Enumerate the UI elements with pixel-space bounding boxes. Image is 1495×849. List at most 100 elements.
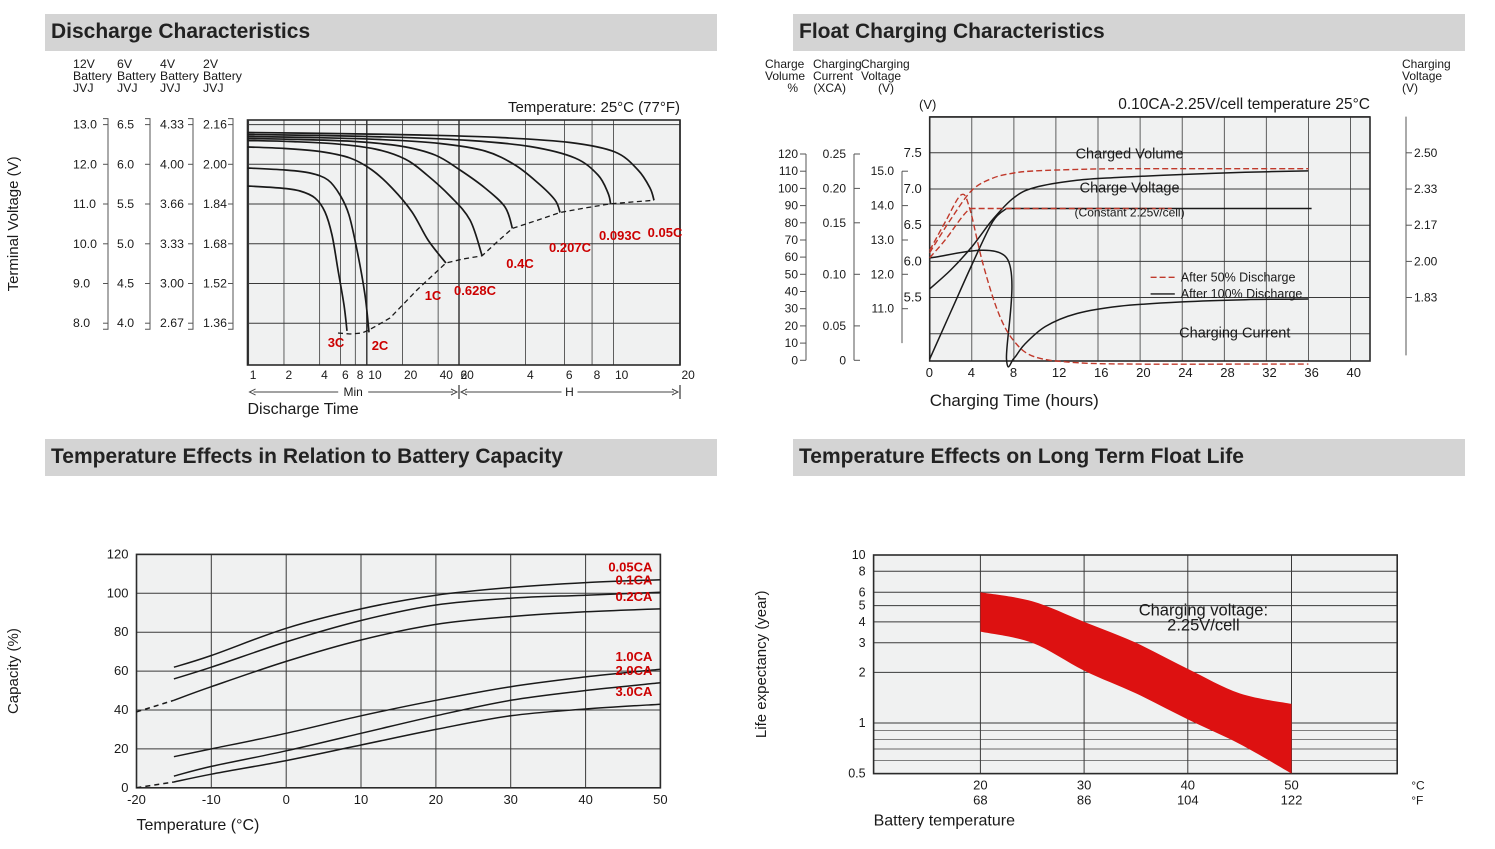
svg-text:7.5: 7.5: [904, 145, 922, 160]
svg-text:104: 104: [1177, 793, 1199, 808]
svg-text:3.33: 3.33: [160, 237, 184, 251]
svg-text:24: 24: [1178, 365, 1192, 380]
svg-text:5.5: 5.5: [117, 197, 134, 211]
svg-text:%: %: [787, 81, 798, 95]
svg-text:JVJ: JVJ: [203, 81, 224, 95]
svg-text:4.33: 4.33: [160, 118, 184, 132]
svg-text:Charging Current: Charging Current: [1179, 325, 1290, 341]
svg-text:1: 1: [859, 716, 866, 730]
svg-text:2C: 2C: [372, 338, 389, 353]
svg-text:0: 0: [839, 353, 846, 367]
svg-text:6.5: 6.5: [117, 118, 134, 132]
svg-text:(Constant 2.25v/cell): (Constant 2.25v/cell): [1075, 206, 1185, 220]
svg-text:JVJ: JVJ: [117, 81, 138, 95]
svg-text:1.36: 1.36: [203, 316, 227, 330]
svg-text:-20: -20: [127, 792, 146, 807]
svg-text:60: 60: [785, 250, 799, 264]
svg-text:80: 80: [114, 624, 128, 639]
svg-text:100: 100: [107, 585, 129, 600]
svg-text:10: 10: [368, 368, 382, 382]
svg-text:0.20: 0.20: [823, 181, 847, 195]
svg-text:Temperature: 25°C (77°F): Temperature: 25°C (77°F): [508, 99, 680, 116]
svg-text:15.0: 15.0: [871, 164, 895, 178]
svg-text:13.0: 13.0: [73, 118, 97, 132]
svg-text:40: 40: [1181, 778, 1195, 793]
svg-text:2: 2: [286, 368, 293, 382]
svg-text:Capacity (%): Capacity (%): [5, 628, 22, 714]
svg-text:20: 20: [114, 741, 128, 756]
svg-text:120: 120: [778, 147, 798, 161]
svg-text:8: 8: [859, 564, 866, 578]
svg-text:100: 100: [778, 181, 798, 195]
svg-text:0.10CA-2.25V/cell temperature: 0.10CA-2.25V/cell temperature 25°C: [1118, 96, 1370, 113]
svg-text:20: 20: [404, 368, 418, 382]
svg-text:8: 8: [594, 368, 601, 382]
svg-text:0.093C: 0.093C: [599, 228, 642, 243]
svg-text:110: 110: [779, 164, 798, 178]
svg-text:1.84: 1.84: [203, 197, 227, 211]
svg-text:2.00: 2.00: [1414, 254, 1438, 268]
svg-text:10: 10: [852, 548, 866, 562]
svg-text:4: 4: [321, 368, 328, 382]
svg-text:Charged Volume: Charged Volume: [1076, 147, 1184, 163]
svg-text:JVJ: JVJ: [73, 81, 94, 95]
svg-text:1.83: 1.83: [1414, 291, 1438, 305]
svg-text:5.0: 5.0: [117, 237, 134, 251]
svg-text:2.67: 2.67: [160, 316, 184, 330]
svg-text:10: 10: [785, 336, 799, 350]
svg-text:10: 10: [615, 368, 629, 382]
svg-text:JVJ: JVJ: [160, 81, 181, 95]
svg-text:(V): (V): [1402, 81, 1418, 95]
svg-text:20: 20: [785, 319, 799, 333]
svg-text:12: 12: [1052, 365, 1066, 380]
svg-text:Discharge Time: Discharge Time: [248, 401, 359, 418]
svg-text:0.2CA: 0.2CA: [616, 589, 653, 604]
svg-text:2: 2: [859, 665, 866, 679]
svg-text:H: H: [565, 385, 574, 399]
svg-text:°F: °F: [1411, 794, 1423, 808]
svg-text:70: 70: [785, 233, 799, 247]
svg-text:50: 50: [785, 267, 799, 281]
svg-text:0.628C: 0.628C: [454, 283, 497, 298]
svg-text:Charge Voltage: Charge Voltage: [1080, 181, 1180, 197]
svg-text:50: 50: [653, 792, 667, 807]
svg-text:2.25V/cell: 2.25V/cell: [1167, 617, 1239, 635]
svg-text:2.50: 2.50: [1414, 146, 1438, 160]
svg-text:40: 40: [440, 368, 454, 382]
svg-text:0.05: 0.05: [823, 319, 847, 333]
svg-text:50: 50: [1284, 778, 1298, 793]
svg-text:°C: °C: [1411, 779, 1425, 793]
svg-text:10: 10: [354, 792, 368, 807]
svg-text:6.0: 6.0: [904, 253, 922, 268]
svg-text:6: 6: [342, 368, 349, 382]
svg-text:2: 2: [461, 368, 468, 382]
svg-text:3C: 3C: [328, 335, 345, 350]
svg-text:36: 36: [1304, 365, 1318, 380]
svg-text:0.25: 0.25: [823, 147, 847, 161]
svg-text:3.66: 3.66: [160, 197, 184, 211]
svg-text:40: 40: [578, 792, 592, 807]
svg-text:30: 30: [785, 302, 799, 316]
svg-text:5: 5: [859, 599, 866, 613]
svg-text:Terminal Voltage (V): Terminal Voltage (V): [5, 156, 22, 291]
svg-text:0.15: 0.15: [823, 216, 847, 230]
svg-text:90: 90: [785, 199, 799, 213]
svg-text:0.10: 0.10: [823, 267, 847, 281]
svg-text:(V): (V): [919, 97, 936, 112]
svg-text:2.0CA: 2.0CA: [616, 663, 653, 678]
svg-text:0: 0: [283, 792, 290, 807]
svg-text:Min: Min: [344, 385, 363, 399]
svg-text:0: 0: [791, 353, 798, 367]
svg-text:4.0: 4.0: [117, 316, 134, 330]
svg-text:0.05C: 0.05C: [648, 225, 683, 240]
svg-text:5.5: 5.5: [904, 290, 922, 305]
svg-text:4.5: 4.5: [117, 277, 134, 291]
svg-text:Battery temperature: Battery temperature: [874, 813, 1016, 830]
svg-text:0.5: 0.5: [848, 767, 865, 781]
svg-text:(V): (V): [878, 81, 894, 95]
svg-text:9.0: 9.0: [73, 277, 90, 291]
svg-text:32: 32: [1262, 365, 1276, 380]
svg-text:20: 20: [973, 778, 987, 793]
svg-text:8.0: 8.0: [73, 316, 90, 330]
svg-text:Temperature (°C): Temperature (°C): [137, 817, 260, 834]
